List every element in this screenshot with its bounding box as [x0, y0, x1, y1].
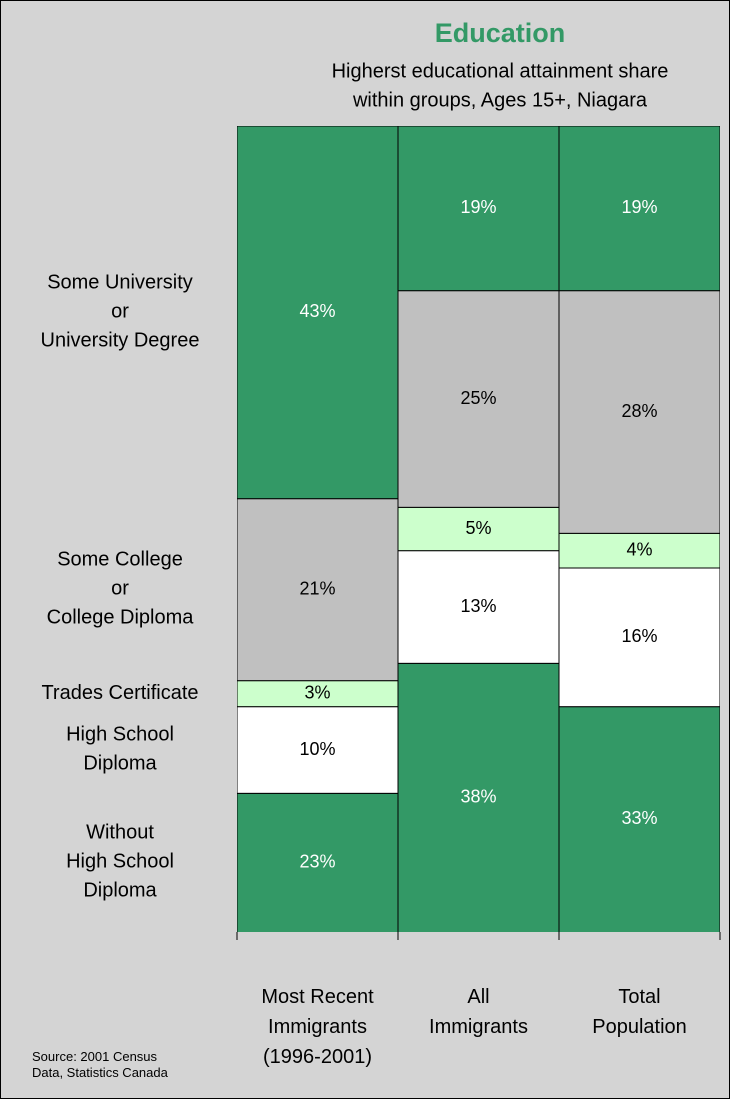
- legend-label: Some College or College Diploma: [47, 549, 195, 629]
- x-tick-label: Total Population: [592, 986, 687, 1038]
- value-label: 21%: [299, 578, 335, 598]
- bar-segment: [237, 498, 399, 682]
- chart-title: Education: [435, 18, 566, 48]
- value-label: 10%: [299, 739, 335, 759]
- bar-segment: [397, 290, 560, 508]
- bar-segment: [397, 126, 560, 292]
- legend-label: Some University or University Degree: [41, 272, 200, 352]
- bar-segment: [558, 290, 720, 534]
- source-note: Source: 2001 Census Data, Statistics Cana…: [32, 1049, 169, 1080]
- value-label: 4%: [626, 539, 652, 559]
- plot-area: [237, 126, 720, 932]
- bar-segment: [397, 506, 560, 552]
- value-label: 19%: [621, 197, 657, 217]
- bar-segment: [237, 126, 399, 500]
- legend-label: High School Diploma: [66, 724, 174, 775]
- x-tick-label: Most Recent Immigrants (1996-2001): [261, 986, 374, 1068]
- bar-segment: [558, 126, 720, 292]
- value-label: 43%: [299, 301, 335, 321]
- subtitle: Higherst educational attainment share wit…: [332, 61, 669, 112]
- value-label: 5%: [465, 518, 491, 538]
- value-label: 33%: [621, 808, 657, 828]
- value-label: 19%: [460, 197, 496, 217]
- bar-segment: [237, 792, 399, 932]
- legend-label: Without High School Diploma: [66, 822, 174, 902]
- value-label: 13%: [460, 596, 496, 616]
- value-label: 28%: [621, 401, 657, 421]
- value-label: 3%: [304, 682, 330, 702]
- bar-segment: [558, 532, 720, 569]
- x-tick-label: All Immigrants: [429, 986, 528, 1038]
- bar-segment: [397, 662, 560, 932]
- bar-segment: [237, 680, 399, 708]
- value-label: 38%: [460, 786, 496, 806]
- legend-label: Trades Certificate: [41, 682, 198, 704]
- value-label: 16%: [621, 626, 657, 646]
- value-label: 25%: [460, 388, 496, 408]
- bar-segment: [397, 550, 560, 664]
- bar-segment: [558, 706, 720, 932]
- bar-segment: [558, 567, 720, 708]
- value-label: 23%: [299, 851, 335, 871]
